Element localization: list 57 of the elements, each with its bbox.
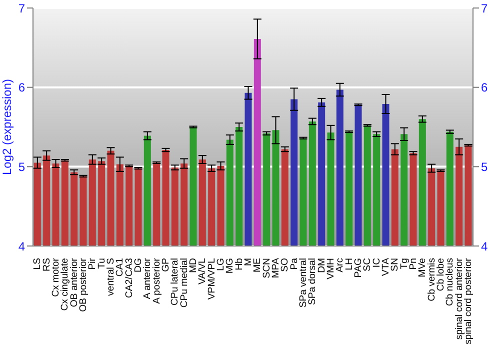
y2-tick-label: 4 (481, 239, 488, 254)
y-tick-label: 6 (18, 80, 26, 95)
x-tick-label: M (242, 258, 254, 266)
x-tick-label: A posterior (151, 257, 162, 304)
x-tick-label: ventral S (105, 258, 116, 296)
x-tick-label: spinal cord anterior (454, 257, 465, 340)
x-tick-label: ME (252, 258, 264, 272)
y-tick-label: 7 (18, 1, 26, 16)
x-tick-label: MG (224, 258, 236, 274)
x-tick-label: SPa dorsal (307, 258, 318, 305)
y-tick-label: 5 (18, 160, 26, 174)
x-tick-label: Pir (87, 257, 98, 270)
x-tick-label: Pn (408, 258, 419, 270)
x-tick-label: MVe (417, 258, 428, 278)
x-tick-label: GP (160, 258, 172, 272)
x-tick-label: LG (215, 258, 226, 271)
x-tick-label: Cb lobe (435, 258, 446, 292)
x-tick-label: CPu lateral (170, 258, 181, 306)
x-tick-label: VTA (380, 257, 392, 276)
x-tick-label: RS (41, 258, 52, 272)
x-tick-label: spinal cord posterior (462, 257, 474, 344)
x-tick-label: Hb (234, 258, 245, 270)
x-tick-label: Tg (398, 258, 410, 270)
x-tick-label: Tu (96, 258, 108, 269)
x-tick-label: VA/VL (197, 257, 208, 284)
x-tick-label: DG (132, 258, 144, 272)
y2-tick-label: 5 (481, 160, 488, 174)
y2-tick-label: 7 (481, 1, 488, 16)
y-tick-label: 4 (18, 239, 26, 254)
x-tick-label: SO (280, 258, 291, 272)
x-tick-label: DM (316, 258, 328, 273)
x-tick-label: A anterior (142, 257, 154, 300)
x-tick-label: Arc (334, 258, 346, 272)
x-tick-label: OB anterior (68, 257, 80, 308)
x-tick-label: Pa (288, 257, 300, 270)
x-tick-label: Cx cingulate (60, 258, 71, 311)
x-tick-label: LS (32, 258, 44, 270)
x-tick-label: SN (390, 258, 401, 272)
x-tick-label: CA2/CA3 (124, 258, 135, 298)
x-tick-label: SPa ventral (298, 258, 309, 308)
x-tick-label: LH (344, 258, 355, 270)
x-tick-label: CA1 (114, 258, 126, 277)
y-axis-title: Log2 (expression) (0, 78, 14, 176)
x-tick-label: Cb vermis (426, 258, 438, 302)
x-tick-label: CPu medial (178, 258, 190, 308)
y2-tick-label: 6 (481, 80, 488, 95)
x-tick-label: Cb nucleus (444, 258, 456, 306)
x-tick-label: VMH (325, 258, 336, 280)
x-tick-label: IC (371, 258, 382, 268)
x-tick-label: Cx motor (50, 257, 62, 297)
x-tick-label: MD (188, 258, 199, 273)
x-tick-label: VPM/VPL (206, 257, 218, 300)
x-tick-label: PAG (352, 258, 364, 278)
x-tick-label: MPA (270, 257, 282, 278)
x-tick-label: SCN (261, 258, 272, 278)
x-tick-label: OB posterior (78, 257, 89, 312)
x-tick-label: SC (362, 258, 374, 272)
